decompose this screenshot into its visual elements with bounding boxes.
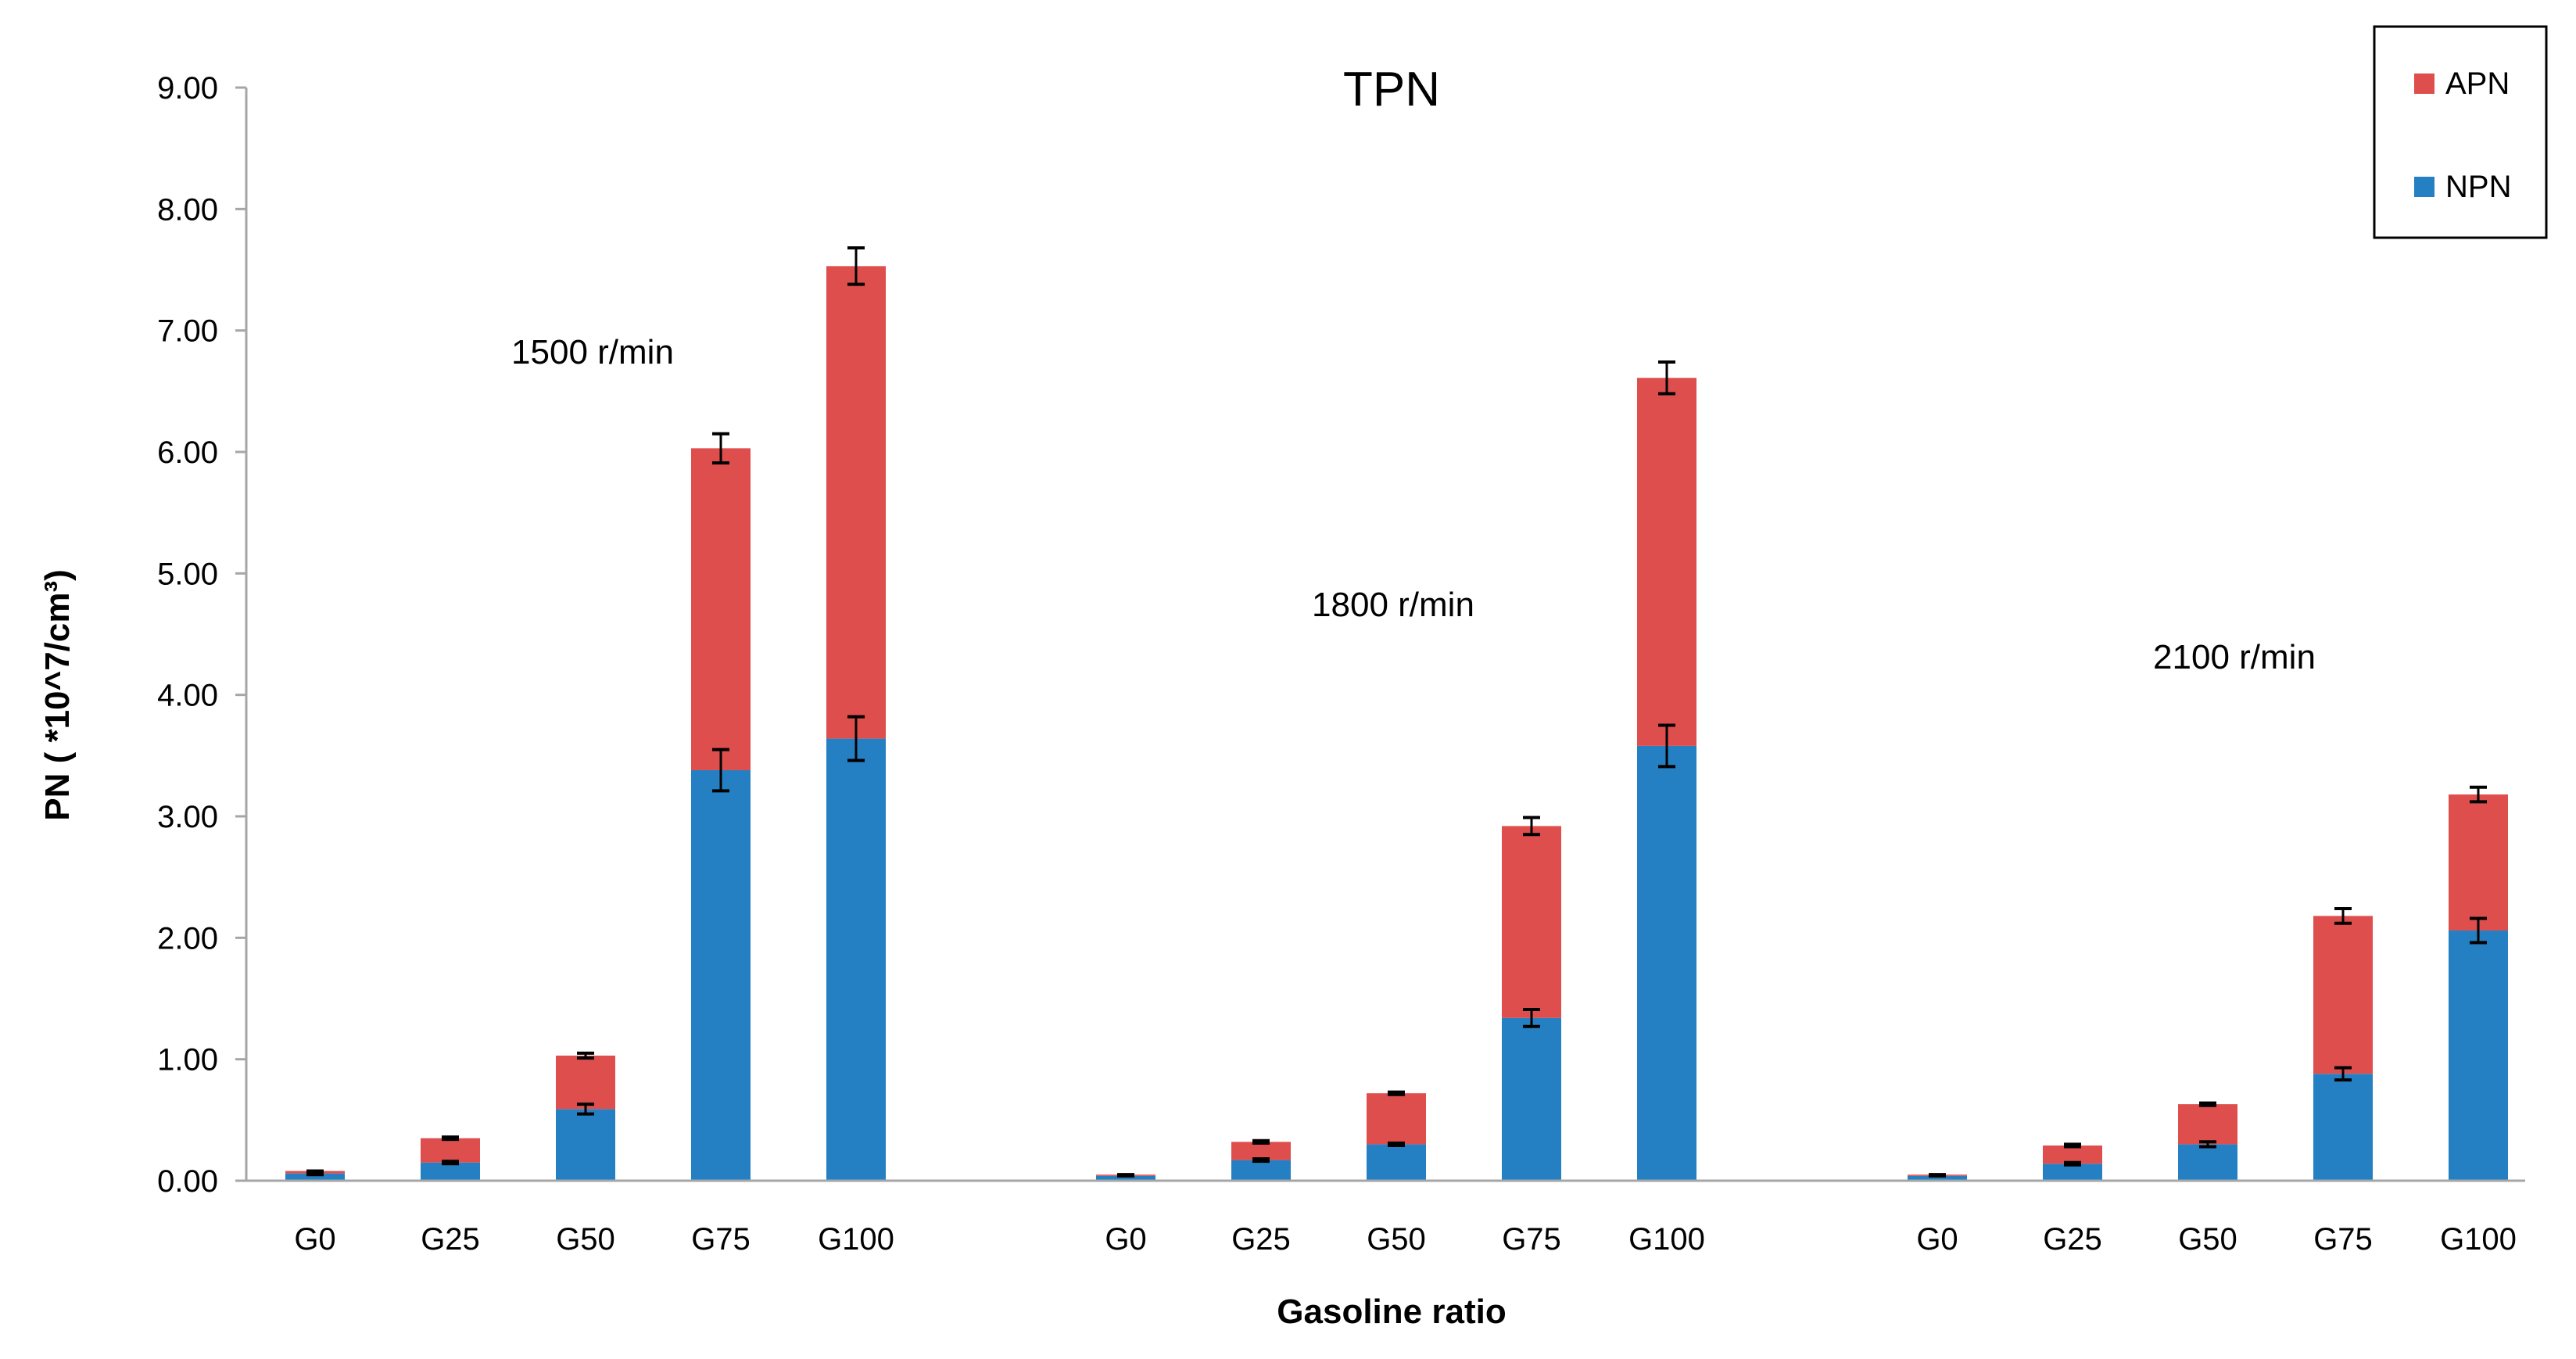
bar-apn-1500-g50 bbox=[556, 1056, 615, 1110]
bar-apn-1500-g25 bbox=[421, 1138, 480, 1163]
y-axis: 0.00 1.00 2.00 3.00 4.00 5.00 6.00 7.00 8.00 9.00 bbox=[157, 71, 248, 1199]
x-axis-title: Gasoline ratio bbox=[1277, 1293, 1506, 1331]
error-bars bbox=[306, 246, 2487, 1178]
x-tick-label: G0 bbox=[294, 1222, 335, 1257]
speed-label-1500: 1500 r/min bbox=[511, 333, 674, 371]
y-tick-label: 4.00 bbox=[157, 679, 218, 713]
legend-box bbox=[2373, 25, 2548, 239]
x-tick-label: G50 bbox=[2178, 1222, 2237, 1257]
bar-apn-2100-g100 bbox=[2449, 794, 2508, 931]
bar-apn-2100-g75 bbox=[2313, 916, 2373, 1074]
speed-label-1800: 1800 r/min bbox=[1312, 586, 1474, 624]
bar-apn-1500-g100 bbox=[826, 266, 886, 739]
bar-npn-2100-g25 bbox=[2043, 1164, 2102, 1181]
y-tick-label: 7.00 bbox=[157, 314, 218, 349]
bar-npn-2100-g75 bbox=[2313, 1074, 2373, 1181]
bar-npn-1500-g25 bbox=[421, 1162, 480, 1181]
x-tick-label: G100 bbox=[818, 1222, 894, 1257]
bar-npn-2100-g100 bbox=[2449, 931, 2508, 1181]
y-tick-label: 9.00 bbox=[157, 71, 218, 106]
bar-npn-1500-g100 bbox=[826, 738, 886, 1181]
x-tick-label: G75 bbox=[2313, 1222, 2373, 1257]
x-tick-label: G100 bbox=[2440, 1222, 2517, 1257]
bar-npn-1800-g100 bbox=[1637, 745, 1696, 1181]
y-tick-label: 3.00 bbox=[157, 800, 218, 834]
legend-label-apn: APN bbox=[2445, 66, 2510, 101]
bar-apn-2100-g50 bbox=[2178, 1104, 2237, 1145]
x-axis: G0 G25 G50 G75 G100 G0 G25 G50 G75 G100 G0 G25 G50 G7… bbox=[246, 1179, 2525, 1257]
y-tick-label: 2.00 bbox=[157, 921, 218, 956]
bar-npn-2100-g50 bbox=[2178, 1144, 2237, 1181]
x-tick-label: G50 bbox=[1367, 1222, 1426, 1257]
x-tick-label: G25 bbox=[1231, 1222, 1291, 1257]
y-tick-label: 0.00 bbox=[157, 1164, 218, 1199]
bar-npn-1800-g75 bbox=[1502, 1017, 1561, 1181]
bar-npn-1800-g0 bbox=[1096, 1175, 1155, 1181]
x-tick-label: G50 bbox=[556, 1222, 615, 1257]
legend: APN NPN bbox=[2373, 25, 2548, 239]
y-tick-label: 6.00 bbox=[157, 436, 218, 470]
bar-npn-1500-g0 bbox=[285, 1173, 345, 1181]
bar-npn-1500-g75 bbox=[691, 769, 751, 1181]
bar-apn-2100-g25 bbox=[2043, 1145, 2102, 1164]
x-tick-label: G100 bbox=[1628, 1222, 1705, 1257]
x-tick-label: G0 bbox=[1105, 1222, 1146, 1257]
bar-apn-1500-g75 bbox=[691, 448, 751, 770]
bar-apn-1800-g50 bbox=[1367, 1093, 1426, 1145]
bar-npn-1800-g50 bbox=[1367, 1144, 1426, 1181]
x-tick-label: G0 bbox=[1916, 1222, 1958, 1257]
y-tick-label: 1.00 bbox=[157, 1043, 218, 1078]
bar-apn-1800-g75 bbox=[1502, 826, 1561, 1018]
x-tick-label: G75 bbox=[691, 1222, 751, 1257]
y-axis-title: PN ( *10^7/cm³) bbox=[38, 569, 77, 821]
y-tick-label: 8.00 bbox=[157, 192, 218, 227]
bars bbox=[285, 266, 2508, 1181]
y-tick-label: 5.00 bbox=[157, 557, 218, 591]
bar-apn-1800-g25 bbox=[1231, 1142, 1291, 1160]
legend-swatch-npn bbox=[2414, 177, 2434, 197]
speed-annotations: 1500 r/min 1800 r/min 2100 r/min bbox=[511, 333, 2316, 676]
x-tick-label: G25 bbox=[2043, 1222, 2102, 1257]
bar-npn-1800-g25 bbox=[1231, 1160, 1291, 1181]
chart-title: TPN bbox=[1343, 63, 1440, 117]
legend-label-npn: NPN bbox=[2445, 170, 2511, 204]
legend-swatch-apn bbox=[2414, 74, 2434, 94]
x-tick-label: G25 bbox=[421, 1222, 480, 1257]
bar-npn-2100-g0 bbox=[1908, 1175, 1967, 1181]
bar-npn-1500-g50 bbox=[556, 1109, 615, 1181]
bar-apn-1800-g100 bbox=[1637, 378, 1696, 746]
speed-label-2100: 2100 r/min bbox=[2153, 638, 2316, 676]
x-tick-label: G75 bbox=[1502, 1222, 1561, 1257]
